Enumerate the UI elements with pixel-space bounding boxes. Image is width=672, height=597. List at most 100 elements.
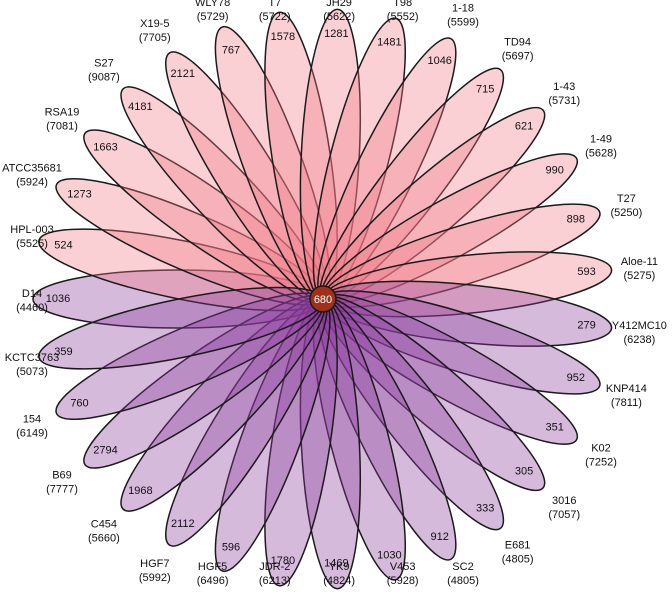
petal-name: 3016 xyxy=(552,495,576,507)
petal-unique-count: 1046 xyxy=(427,55,451,67)
petal-label: T7 (5722) xyxy=(259,0,291,23)
petal-label: YK9 (4824) xyxy=(323,561,355,587)
petal-gene-count: (5731) xyxy=(548,95,580,107)
petal-unique-count: 767 xyxy=(222,44,240,56)
petal-name: 1-43 xyxy=(553,81,575,93)
petal-label: 1-49 (5628) xyxy=(585,134,617,160)
petal-gene-count: (7777) xyxy=(46,484,78,496)
petal-name: KNP414 xyxy=(606,383,647,395)
petal-unique-count: 898 xyxy=(567,214,585,226)
petal-name: HGF7 xyxy=(140,558,169,570)
petal-gene-count: (4824) xyxy=(323,575,355,587)
petal-label: B69 (7777) xyxy=(46,470,78,496)
petal-name: B69 xyxy=(52,470,72,482)
petal-label: HGF7 (5992) xyxy=(139,558,171,584)
petal-gene-count: (5697) xyxy=(502,51,534,63)
petal-gene-count: (7705) xyxy=(139,32,171,44)
petal-unique-count: 1036 xyxy=(46,293,70,305)
petal-label: HGF5 (6496) xyxy=(197,561,229,587)
petal-gene-count: (5552) xyxy=(387,11,419,23)
petal-gene-count: (4805) xyxy=(502,554,534,566)
petal-name: T7 xyxy=(268,0,281,9)
petal-name: HPL-003 xyxy=(10,224,53,236)
petal-gene-count: (5722) xyxy=(259,11,291,23)
petal-label: TD94 (5697) xyxy=(502,37,534,63)
petal-gene-count: (5073) xyxy=(16,366,48,378)
petal-name: D14 xyxy=(22,288,42,300)
petal-gene-count: (4805) xyxy=(447,575,479,587)
petal-unique-count: 359 xyxy=(54,346,72,358)
petal-gene-count: (6238) xyxy=(624,334,656,346)
petal-gene-count: (7252) xyxy=(585,456,617,468)
petal-label: C454 (5660) xyxy=(88,519,120,545)
petal-label: HPL-003 (5525) xyxy=(10,224,53,250)
petal-label: RSA19 (7081) xyxy=(45,106,80,132)
petal-unique-count: 1273 xyxy=(67,188,91,200)
petal-label: JDR-2 (6213) xyxy=(259,561,291,587)
petal-gene-count: (9087) xyxy=(88,72,120,84)
petal-gene-count: (5599) xyxy=(447,17,479,29)
petal-name: 154 xyxy=(23,413,41,425)
petal-gene-count: (7811) xyxy=(611,397,642,409)
petal-label: Aloe-11 (5275) xyxy=(621,256,658,282)
petal-gene-count: (5622) xyxy=(323,11,355,23)
petal-unique-count: 2112 xyxy=(171,518,195,530)
core-circle xyxy=(309,285,337,313)
petal-unique-count: 1968 xyxy=(128,485,152,497)
petal-gene-count: (5729) xyxy=(197,11,229,23)
petal-label: KCTC3763 (5073) xyxy=(5,352,59,378)
petal-label: V453 (5928) xyxy=(387,561,419,587)
petal-label: X19-5 (7705) xyxy=(139,18,171,44)
petal-unique-count: 2121 xyxy=(171,68,195,80)
petal-name: YK9 xyxy=(329,561,350,573)
petal-gene-count: (5275) xyxy=(624,270,656,282)
petal-unique-count: 952 xyxy=(567,372,585,384)
petal-name: V453 xyxy=(390,561,416,573)
petal-unique-count: 1030 xyxy=(377,549,401,561)
petal-name: Y412MC10 xyxy=(612,320,667,332)
petal-gene-count: (6213) xyxy=(259,575,291,587)
petal-name: T27 xyxy=(617,193,636,205)
petal-unique-count: 760 xyxy=(70,397,88,409)
petal-name: X19-5 xyxy=(140,18,169,30)
petal-unique-count: 596 xyxy=(222,541,240,553)
petal-unique-count: 1780 xyxy=(271,555,295,567)
petal-label: D14 (4460) xyxy=(16,288,48,314)
petal-label: K02 (7252) xyxy=(585,442,617,468)
petal-gene-count: (5924) xyxy=(16,177,48,189)
petal-unique-count: 351 xyxy=(546,422,564,434)
petal-gene-count: (6149) xyxy=(16,427,48,439)
petal-name: JDR-2 xyxy=(259,561,290,573)
petal-unique-count: 912 xyxy=(431,531,449,543)
petal-name: K02 xyxy=(591,442,611,454)
petal-name: 1-49 xyxy=(590,134,612,146)
petal-gene-count: (5660) xyxy=(88,533,120,545)
petal-gene-count: (5928) xyxy=(387,575,419,587)
petal-name: C454 xyxy=(91,519,117,531)
petal-label: 3016 (7057) xyxy=(548,495,580,521)
petal-name: 1-18 xyxy=(452,3,474,15)
petal-unique-count: 524 xyxy=(54,240,72,252)
petal-label: T98 (5552) xyxy=(387,0,419,23)
petal-label: JH29 (5622) xyxy=(323,0,355,23)
petal-name: WLY78 xyxy=(195,0,230,9)
petal-unique-count: 279 xyxy=(577,320,595,332)
petal-unique-count: 593 xyxy=(577,266,595,278)
petal-name: HGF5 xyxy=(198,561,227,573)
petal-unique-count: 1281 xyxy=(324,28,348,40)
petal-name: JH29 xyxy=(326,0,352,9)
petal-name: Aloe-11 xyxy=(621,256,658,268)
petal-name: SC2 xyxy=(452,561,473,573)
petal-gene-count: (5250) xyxy=(611,207,643,219)
petal-unique-count: 715 xyxy=(476,83,494,95)
petal-label: E681 (4805) xyxy=(502,540,534,566)
petal-layer xyxy=(32,8,613,590)
petal-gene-count: (6496) xyxy=(197,575,229,587)
petal-label: ATCC35681 (5924) xyxy=(2,163,62,189)
petal-unique-count: 4181 xyxy=(128,101,152,113)
petal-unique-count: 1578 xyxy=(271,31,295,43)
petal-label: WLY78 (5729) xyxy=(195,0,230,23)
petal-gene-count: (5525) xyxy=(16,238,48,250)
petal-label: S27 (9087) xyxy=(88,58,120,84)
